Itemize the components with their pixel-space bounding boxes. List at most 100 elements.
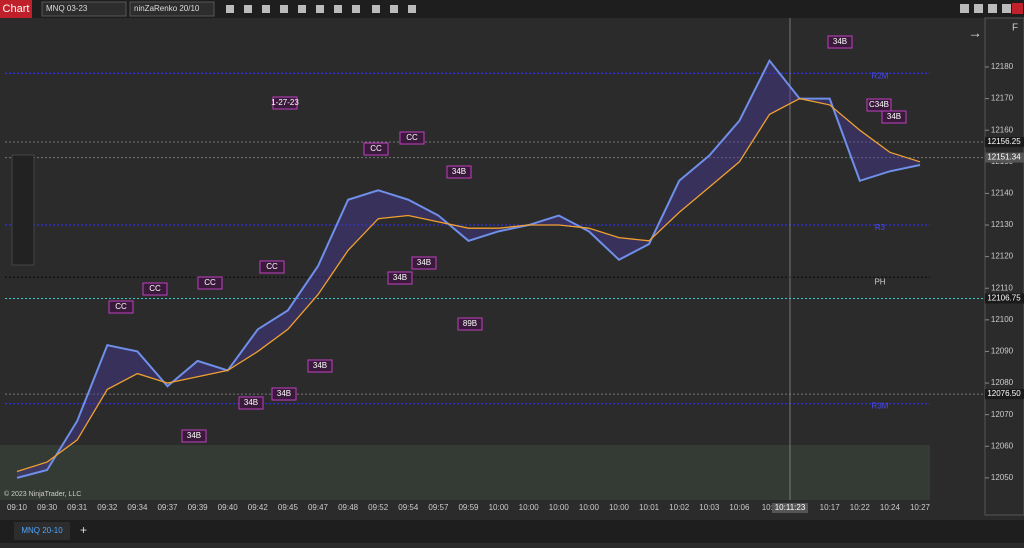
bar-type-select[interactable] xyxy=(129,1,215,17)
instrument[interactable]: MNQ 03-23 xyxy=(46,4,88,13)
annotation-box xyxy=(363,142,389,156)
copyright: © 2023 NinjaTrader, LLC xyxy=(4,490,81,498)
annotation: 89B xyxy=(463,319,477,328)
y-tick-label: 12120 xyxy=(991,252,1014,261)
x-tick-label: 09:52 xyxy=(368,503,389,512)
y-tick-label: 12050 xyxy=(991,473,1014,482)
y-tick-label: 12130 xyxy=(991,220,1014,229)
add-tab[interactable]: + xyxy=(80,523,87,537)
annotation-box xyxy=(259,260,285,274)
bar-type[interactable]: ninZaRenko 20/10 xyxy=(134,4,200,13)
x-tick-label: 09:10 xyxy=(7,503,28,512)
x-tick-label: 09:31 xyxy=(67,503,88,512)
annotation: C34B xyxy=(869,100,889,109)
tab-label[interactable]: MNQ 20-10 xyxy=(21,526,63,535)
x-tick-label: 09:54 xyxy=(398,503,419,512)
x-tick-label: 09:40 xyxy=(218,503,239,512)
x-tick-label: 10:06 xyxy=(729,503,750,512)
arrow-icon[interactable]: → xyxy=(968,25,982,41)
y-tick-label: 12090 xyxy=(991,347,1014,356)
crosshair-box xyxy=(772,503,808,513)
price-box xyxy=(985,389,1024,400)
x-tick-label: 10:00 xyxy=(549,503,570,512)
x-tick-label: 10:27 xyxy=(910,503,931,512)
drawing-tools[interactable] xyxy=(11,154,35,266)
annotation: 34B xyxy=(417,258,431,267)
x-tick-label: 09:34 xyxy=(127,503,148,512)
instrument-select[interactable] xyxy=(41,1,127,17)
annotation: 34B xyxy=(452,167,466,176)
x-tick-label: 09:59 xyxy=(458,503,479,512)
annotation-box xyxy=(399,131,425,145)
annotation-box xyxy=(881,110,907,124)
crosshair-label: 10:11:23 xyxy=(775,503,806,512)
annotation: 34B xyxy=(887,112,901,121)
x-tick-label: 10:02 xyxy=(669,503,690,512)
f-button[interactable]: F xyxy=(1012,23,1018,34)
y-tick-label: 12060 xyxy=(991,441,1014,450)
band-fill xyxy=(17,60,920,478)
x-tick-label: 09:30 xyxy=(37,503,58,512)
annotation-box xyxy=(457,317,483,331)
annotation: CC xyxy=(406,133,418,142)
annotation: 1-27-23 xyxy=(271,98,299,107)
annotation-box xyxy=(272,96,298,110)
annotation-box xyxy=(307,359,333,373)
annotation-box xyxy=(108,300,134,314)
level-label: R3 xyxy=(875,223,886,232)
price-box xyxy=(985,137,1024,148)
tab-label[interactable]: Chart xyxy=(3,3,30,15)
x-tick-label: 10:01 xyxy=(639,503,660,512)
annotation-box xyxy=(142,282,168,296)
annotation: 34B xyxy=(277,389,291,398)
x-tick-label: 10:00 xyxy=(489,503,510,512)
price-marker-label: 12106.75 xyxy=(987,294,1021,303)
annotation: 34B xyxy=(187,431,201,440)
x-tick-label: 10:00 xyxy=(519,503,540,512)
x-tick-label: 09:48 xyxy=(338,503,359,512)
x-tick-label: 09:45 xyxy=(278,503,299,512)
price-box xyxy=(985,152,1024,163)
annotation-box xyxy=(197,276,223,290)
x-tick-label: 09:57 xyxy=(428,503,449,512)
level-label: R2M xyxy=(872,71,889,80)
annotation: 34B xyxy=(313,361,327,370)
level-label: PH xyxy=(874,277,885,286)
y-tick-label: 12180 xyxy=(991,62,1014,71)
chart-tab[interactable] xyxy=(0,0,32,18)
level-label: R3M xyxy=(872,402,889,411)
annotation-box xyxy=(827,35,853,49)
x-tick-label: 09:47 xyxy=(308,503,329,512)
y-tick-label: 12100 xyxy=(991,315,1014,324)
annotation-box xyxy=(411,256,437,270)
y-tick-label: 12170 xyxy=(991,94,1014,103)
price-marker-label: 12156.25 xyxy=(987,137,1021,146)
x-tick-label: 10:24 xyxy=(880,503,901,512)
x-tick-label: 10:22 xyxy=(850,503,871,512)
annotation-box xyxy=(866,98,892,112)
x-tick-label: 10:0 xyxy=(762,503,778,512)
annotation: CC xyxy=(149,284,161,293)
x-tick-label: 09:39 xyxy=(188,503,209,512)
x-tick-label: 09:42 xyxy=(248,503,269,512)
annotation: CC xyxy=(115,302,127,311)
annotation-box xyxy=(446,165,472,179)
annotation: 34B xyxy=(393,273,407,282)
y-tick-label: 12160 xyxy=(991,125,1014,134)
x-tick-label: 10:00 xyxy=(609,503,630,512)
price-box xyxy=(985,293,1024,304)
annotation: 34B xyxy=(833,37,847,46)
annotation: CC xyxy=(370,144,382,153)
annotation-box xyxy=(238,396,264,410)
y-tick-label: 12110 xyxy=(991,283,1013,292)
y-tick-label: 12070 xyxy=(991,410,1014,419)
tool-icons[interactable] xyxy=(226,3,1023,14)
x-tick-label: 09:37 xyxy=(157,503,178,512)
y-tick-label: 12140 xyxy=(991,189,1014,198)
x-tick-label: 10:17 xyxy=(820,503,841,512)
x-tick-label: 10:00 xyxy=(579,503,600,512)
annotation: CC xyxy=(204,278,216,287)
chart-tab[interactable] xyxy=(14,522,70,540)
